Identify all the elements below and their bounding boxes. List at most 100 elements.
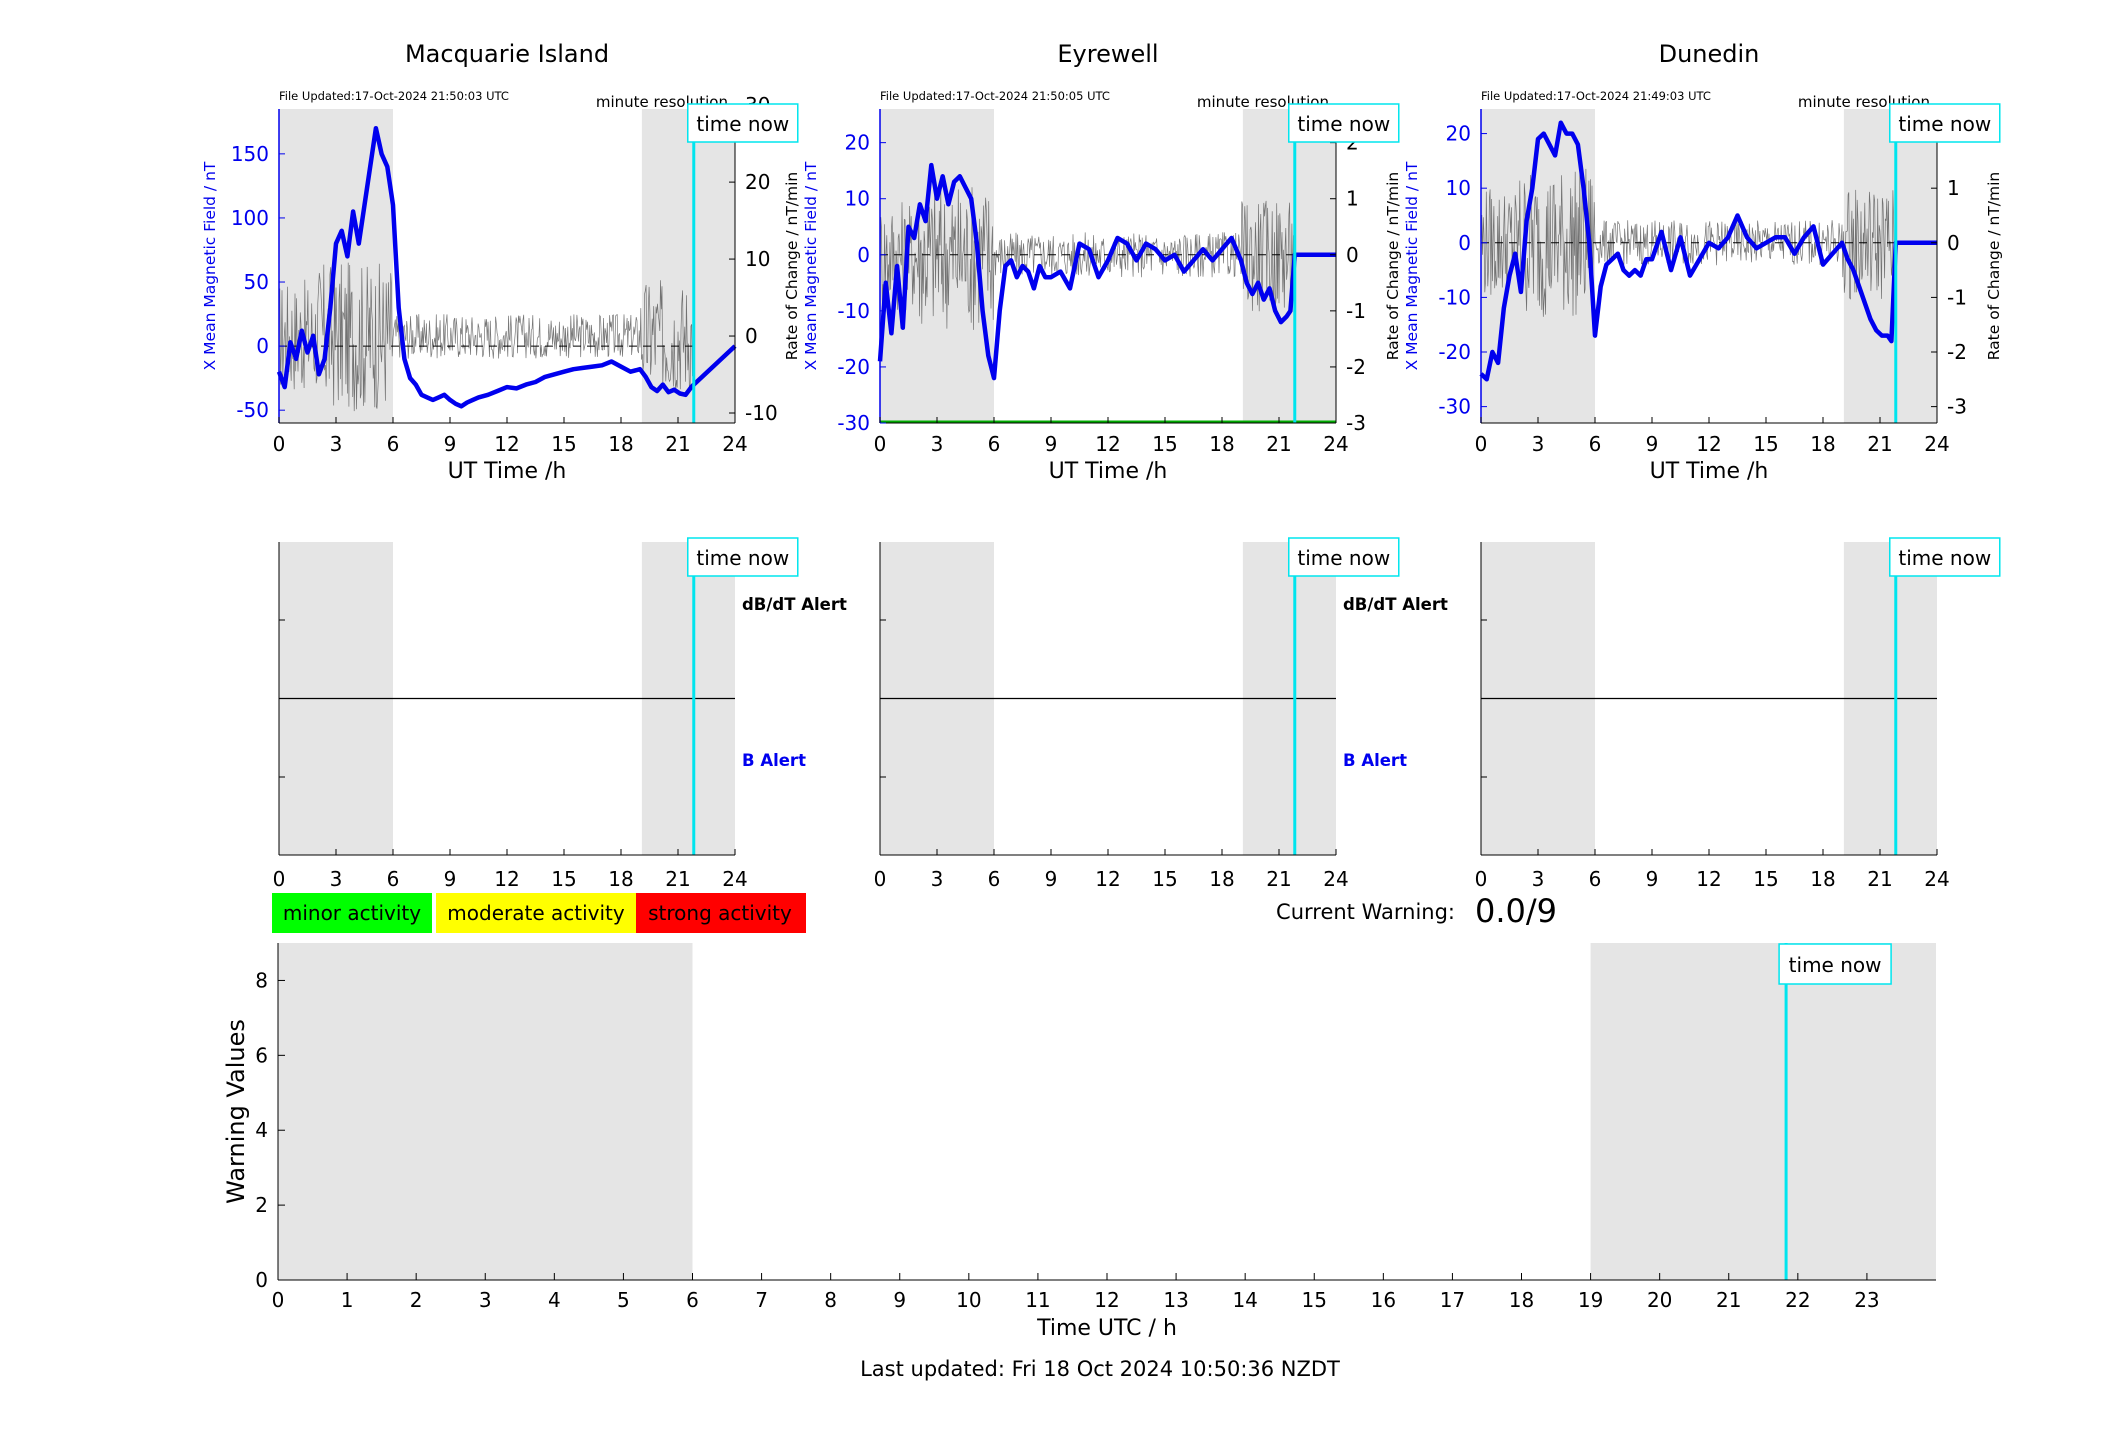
- x-tick-label: 17: [1440, 1288, 1465, 1312]
- x-tick-label: 6: [1589, 432, 1602, 456]
- y2-tick-label: -10: [745, 401, 778, 425]
- x-tick-label: 4: [548, 1288, 561, 1312]
- x-tick-label: 21: [1867, 432, 1892, 456]
- time-now-label: time now: [1898, 546, 1991, 570]
- x-tick-label: 6: [988, 867, 1001, 891]
- x-tick-label: 12: [1095, 432, 1120, 456]
- rate-of-change-trace: [1480, 168, 1896, 317]
- y-tick-label: 6: [255, 1043, 268, 1067]
- y-tick-label: 10: [1446, 176, 1471, 200]
- x-tick-label: 7: [755, 1288, 768, 1312]
- y2-tick-label: -3: [1947, 395, 1967, 419]
- y2-tick-label: -1: [1346, 299, 1366, 323]
- y-tick-label: 4: [255, 1118, 268, 1142]
- night-shade: [278, 943, 693, 1280]
- x-tick-label: 10: [956, 1288, 981, 1312]
- x-tick-label: 6: [387, 432, 400, 456]
- alert-panel-dunedin: 0 3 6 9 12 15 18 21 24 time now: [1475, 537, 2001, 891]
- y-axis-label: Warning Values: [222, 1019, 250, 1204]
- x-tick-label: 15: [1753, 867, 1778, 891]
- x-tick-label: 21: [1266, 432, 1291, 456]
- x-tick-label: 18: [1509, 1288, 1534, 1312]
- x-tick-label: 18: [608, 867, 633, 891]
- x-tick-label: 0: [1475, 867, 1488, 891]
- x-tick-label: 13: [1163, 1288, 1188, 1312]
- x-axis-label: Time UTC / h: [1036, 1316, 1177, 1341]
- x-tick-label: 24: [722, 867, 747, 891]
- x-tick-label: 3: [1532, 867, 1545, 891]
- x-tick-label: 15: [551, 432, 576, 456]
- station-panel-macquarie: Macquarie Island File Updated:17-Oct-2024…: [201, 40, 801, 484]
- x-tick-label: 9: [1646, 867, 1659, 891]
- x-tick-label: 24: [1323, 867, 1348, 891]
- x-tick-label: 24: [1323, 432, 1348, 456]
- y-tick-label: 20: [1446, 122, 1471, 146]
- night-shade: [1242, 109, 1336, 423]
- y2-tick-label: 20: [745, 170, 770, 194]
- x-tick-label: 23: [1854, 1288, 1879, 1312]
- x-tick-label: 0: [874, 432, 887, 456]
- current-warning-value: 0.0/9: [1475, 892, 1557, 930]
- x-tick-label: 6: [988, 432, 1001, 456]
- b-alert-label: B Alert: [1343, 751, 1407, 770]
- time-now-box: [1889, 537, 2001, 577]
- x-tick-label: 6: [387, 867, 400, 891]
- time-now-label: time now: [1789, 953, 1882, 977]
- time-now-label: time now: [696, 546, 789, 570]
- alert-panel-eyrewell: 0 3 6 9 12 15 18 21 24 time now dB/dT Alert B Alert: [874, 537, 1448, 891]
- rate-of-change-trace: [879, 186, 1295, 330]
- file-updated-text: File Updated:17-Oct-2024 21:50:03 UTC: [279, 89, 509, 103]
- x-tick-label: 19: [1578, 1288, 1603, 1312]
- y-tick-label: 100: [231, 206, 269, 230]
- file-updated-text: File Updated:17-Oct-2024 21:50:05 UTC: [880, 89, 1110, 103]
- time-now-box: [687, 537, 799, 577]
- moderate-activity-swatch: [436, 893, 636, 933]
- x-tick-label: 15: [1152, 432, 1177, 456]
- x-tick-label: 0: [1475, 432, 1488, 456]
- y-axis-label: X Mean Magnetic Field / nT: [201, 161, 219, 370]
- magnetic-field-series: [877, 162, 1336, 381]
- station-panel-eyrewell: Eyrewell File Updated:17-Oct-2024 21:50:0…: [802, 40, 1402, 484]
- x-tick-label: 21: [665, 867, 690, 891]
- x-tick-label: 15: [551, 867, 576, 891]
- x-tick-label: 21: [1716, 1288, 1741, 1312]
- y-axis-label: X Mean Magnetic Field / nT: [1403, 161, 1421, 370]
- b-alert-label: B Alert: [742, 751, 806, 770]
- x-tick-label: 8: [824, 1288, 837, 1312]
- y-tick-label: 0: [255, 1268, 268, 1292]
- x-tick-label: 9: [1646, 432, 1659, 456]
- x-tick-label: 12: [1696, 867, 1721, 891]
- y-tick-label: -30: [837, 411, 870, 435]
- minor-activity-label: minor activity: [283, 901, 421, 925]
- y-tick-label: 0: [256, 334, 269, 358]
- time-now-box: [1288, 537, 1400, 577]
- x-tick-label: 18: [608, 432, 633, 456]
- time-now-label: time now: [1898, 112, 1991, 136]
- x-tick-label: 6: [686, 1288, 699, 1312]
- x-tick-label: 20: [1647, 1288, 1672, 1312]
- x-tick-label: 12: [494, 432, 519, 456]
- x-tick-label: 2: [410, 1288, 423, 1312]
- y-axis-label: X Mean Magnetic Field / nT: [802, 161, 820, 370]
- x-tick-label: 24: [1924, 867, 1949, 891]
- x-tick-label: 14: [1232, 1288, 1257, 1312]
- y2-tick-label: 0: [745, 324, 758, 348]
- x-tick-label: 15: [1753, 432, 1778, 456]
- y-tick-label: -10: [1438, 285, 1471, 309]
- y2-tick-label: 0: [1346, 243, 1359, 267]
- y-tick-label: -50: [236, 398, 269, 422]
- time-now-box: [687, 103, 799, 143]
- x-axis-label: UT Time /h: [1650, 459, 1769, 484]
- y2-tick-label: -2: [1947, 340, 1967, 364]
- x-tick-label: 12: [1696, 432, 1721, 456]
- x-tick-label: 21: [1266, 867, 1291, 891]
- y2-tick-label: 1: [1346, 187, 1359, 211]
- x-tick-label: 3: [1532, 432, 1545, 456]
- y2-axis-label: Rate of Change / nT/min: [1985, 172, 2003, 361]
- x-tick-label: 24: [1924, 432, 1949, 456]
- y-tick-label: 20: [845, 131, 870, 155]
- y2-tick-label: 1: [1947, 176, 1960, 200]
- x-tick-label: 21: [665, 432, 690, 456]
- station-title: Macquarie Island: [405, 40, 609, 68]
